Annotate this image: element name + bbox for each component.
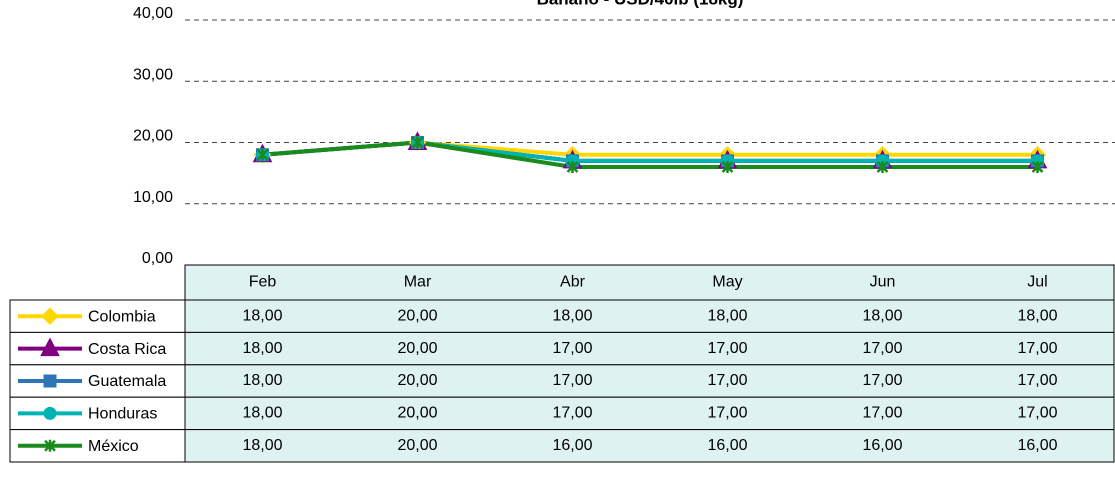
legend-marker bbox=[43, 374, 57, 388]
table-cell: 18,00 bbox=[242, 340, 282, 357]
point bbox=[876, 161, 889, 173]
x-tick-label: Abr bbox=[560, 274, 586, 291]
y-tick-label: 20,00 bbox=[133, 128, 173, 145]
table-cell: 20,00 bbox=[397, 405, 437, 422]
table-cell: 17,00 bbox=[552, 340, 592, 357]
y-tick-label: 10,00 bbox=[133, 189, 173, 206]
table-cell: 18,00 bbox=[242, 405, 282, 422]
series-line bbox=[262, 140, 1038, 169]
table-cell: 16,00 bbox=[862, 437, 902, 454]
table-cell: 16,00 bbox=[552, 437, 592, 454]
point bbox=[411, 136, 424, 149]
table-cell: 18,00 bbox=[707, 307, 747, 324]
legend-label: Honduras bbox=[88, 406, 157, 423]
legend-marker bbox=[44, 439, 56, 452]
table-cell: 18,00 bbox=[242, 437, 282, 454]
x-tick-label: Jun bbox=[870, 274, 896, 291]
table-cell: 17,00 bbox=[862, 405, 902, 422]
chart-title: Banano - USD/40lb (18kg) bbox=[537, 0, 744, 8]
table-cell: 16,00 bbox=[707, 437, 747, 454]
legend-label: México bbox=[88, 438, 139, 455]
table-cell: 17,00 bbox=[862, 340, 902, 357]
table-cell: 17,00 bbox=[707, 340, 747, 357]
point bbox=[256, 148, 269, 161]
table-row bbox=[184, 396, 1115, 431]
table-cell: 18,00 bbox=[242, 307, 282, 324]
table-cell: 18,00 bbox=[552, 307, 592, 324]
table-row bbox=[184, 364, 1115, 398]
table-cell: 20,00 bbox=[397, 372, 437, 389]
table-row bbox=[184, 299, 1115, 333]
table-cell: 17,00 bbox=[552, 405, 592, 422]
table-cell: 16,00 bbox=[1017, 437, 1057, 454]
y-tick-label: 40,00 bbox=[133, 5, 173, 22]
table-cell: 20,00 bbox=[397, 437, 437, 454]
table-row bbox=[184, 331, 1115, 366]
legend-label: Colombia bbox=[88, 308, 156, 325]
table-cell: 18,00 bbox=[1017, 307, 1057, 324]
legend-label: Costa Rica bbox=[88, 341, 166, 358]
legend-label: Guatemala bbox=[88, 373, 166, 390]
table-cell: 20,00 bbox=[397, 340, 437, 357]
point bbox=[566, 161, 579, 173]
table-cell: 17,00 bbox=[1017, 372, 1057, 389]
table-cell: 18,00 bbox=[862, 307, 902, 324]
x-tick-label: Feb bbox=[249, 274, 277, 291]
x-tick-label: Jul bbox=[1027, 274, 1047, 291]
table-row bbox=[184, 429, 1115, 463]
point bbox=[1031, 161, 1044, 173]
legend-marker bbox=[41, 307, 59, 325]
table-cell: 20,00 bbox=[397, 307, 437, 324]
legend-marker bbox=[43, 406, 57, 420]
table-cell: 17,00 bbox=[1017, 405, 1057, 422]
x-tick-label: May bbox=[712, 274, 742, 291]
table-header bbox=[184, 264, 1115, 301]
point bbox=[721, 161, 734, 173]
table-cell: 17,00 bbox=[1017, 340, 1057, 357]
table-cell: 17,00 bbox=[707, 405, 747, 422]
legend-marker bbox=[40, 337, 60, 357]
table-cell: 18,00 bbox=[242, 372, 282, 389]
x-tick-label: Mar bbox=[404, 274, 432, 291]
table-cell: 17,00 bbox=[862, 372, 902, 389]
y-tick-label: 0,00 bbox=[142, 250, 173, 267]
table-cell: 17,00 bbox=[552, 372, 592, 389]
table-cell: 17,00 bbox=[707, 372, 747, 389]
y-tick-label: 30,00 bbox=[133, 66, 173, 83]
